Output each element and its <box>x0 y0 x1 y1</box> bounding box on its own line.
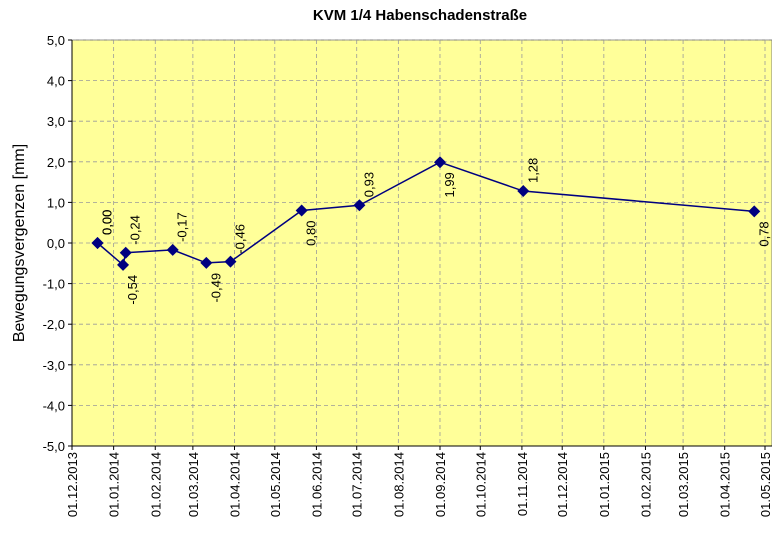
data-point <box>166 243 179 256</box>
data-label: -0,17 <box>175 212 190 242</box>
x-tick-label: 01.10.2014 <box>473 452 488 517</box>
x-tick-label: 01.04.2014 <box>228 452 243 517</box>
data-point <box>224 255 237 268</box>
data-label: -0,49 <box>208 273 223 303</box>
data-label: 0,00 <box>100 210 115 235</box>
x-tick-label: 01.12.2013 <box>65 452 80 517</box>
x-tick-label: 01.04.2015 <box>718 452 733 517</box>
data-point <box>117 258 130 271</box>
x-tick-label: 01.01.2015 <box>597 452 612 517</box>
x-tick-label: 01.02.2015 <box>638 452 653 517</box>
y-tick-label: -3,0 <box>43 358 65 373</box>
y-axis-label: Bewegungsvergenzen [mm] <box>11 144 28 342</box>
data-label: 0,00 <box>100 210 115 235</box>
x-tick-label: 01.01.2014 <box>107 452 122 517</box>
data-point <box>353 199 366 212</box>
y-tick-label: 3,0 <box>47 114 65 129</box>
data-label: -0,46 <box>232 224 247 254</box>
data-label: 0,80 <box>304 221 319 246</box>
x-tick-label: 01.02.2014 <box>148 452 163 517</box>
data-point <box>200 256 213 269</box>
x-tick-label: 01.12.2014 <box>555 452 570 517</box>
x-tick-label: 01.08.2014 <box>391 452 406 517</box>
y-tick-label: 5,0 <box>47 33 65 48</box>
x-tick-label: 01.07.2014 <box>350 452 365 517</box>
data-label: 0,93 <box>361 172 376 197</box>
data-point <box>295 204 308 217</box>
y-tick-label: -5,0 <box>43 439 65 454</box>
y-tick-label: 0,0 <box>47 236 65 251</box>
x-tick-label: 01.05.2015 <box>758 452 772 517</box>
x-tick-label: 01.03.2014 <box>186 452 201 517</box>
y-tick-label: 1,0 <box>47 195 65 210</box>
data-point <box>748 205 761 218</box>
data-point <box>517 185 530 198</box>
y-tick-label: -2,0 <box>43 317 65 332</box>
x-tick-label: 01.06.2014 <box>309 452 324 517</box>
x-tick-label: 01.11.2014 <box>515 452 530 516</box>
y-tick-label: 2,0 <box>47 155 65 170</box>
data-label: -0,54 <box>125 275 140 305</box>
data-label: -0,24 <box>128 215 143 245</box>
data-point <box>433 156 446 169</box>
data-point <box>119 246 132 259</box>
data-label: 1,99 <box>442 172 457 197</box>
data-label: 0,78 <box>756 221 771 246</box>
x-tick-label: 01.03.2015 <box>676 452 691 517</box>
data-point <box>91 237 104 249</box>
data-label: 1,28 <box>525 158 540 183</box>
x-tick-label: 01.09.2014 <box>433 452 448 517</box>
chart-title: KVM 1/4 Habenschadenstraße <box>313 7 527 24</box>
y-tick-label: -4,0 <box>43 398 65 413</box>
y-tick-label: 4,0 <box>47 74 65 89</box>
y-tick-label: -1,0 <box>43 277 65 292</box>
x-tick-label: 01.05.2014 <box>268 452 283 517</box>
